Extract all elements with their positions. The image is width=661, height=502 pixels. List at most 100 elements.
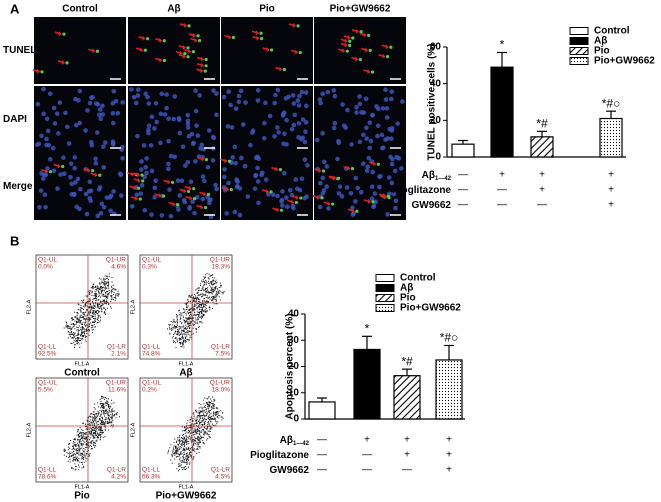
nucleus (214, 186, 219, 192)
event (78, 318, 80, 320)
event (74, 336, 76, 338)
treatment-sign: — (362, 450, 372, 461)
event (196, 298, 198, 300)
event (175, 446, 177, 448)
nucleus (355, 185, 361, 191)
event (90, 427, 92, 429)
event (182, 458, 184, 460)
event (186, 304, 188, 306)
event (76, 452, 78, 454)
nucleus (87, 179, 93, 185)
event (84, 337, 86, 339)
event (69, 451, 71, 453)
event (105, 297, 107, 299)
event (188, 438, 190, 440)
event (178, 466, 180, 468)
event (189, 448, 191, 450)
nucleus (280, 189, 285, 194)
event (81, 456, 83, 458)
event (185, 327, 187, 329)
event (205, 408, 207, 410)
event (95, 301, 97, 303)
event (102, 423, 104, 425)
nucleus (101, 204, 107, 210)
event (108, 414, 110, 416)
event (188, 443, 190, 445)
event (187, 323, 189, 325)
event (89, 453, 91, 455)
event (185, 468, 187, 470)
event (82, 445, 84, 447)
nucleus (74, 122, 79, 128)
nucleus (166, 116, 171, 122)
event (99, 287, 101, 289)
event (218, 286, 220, 288)
nucleus (135, 93, 141, 98)
event (189, 320, 191, 322)
event (212, 277, 214, 279)
event (186, 333, 188, 335)
event (97, 311, 99, 313)
tunel-cell (204, 158, 209, 162)
event (218, 296, 220, 298)
event (186, 317, 188, 319)
nucleus (118, 172, 124, 178)
event (104, 406, 106, 408)
event (186, 308, 188, 310)
event (106, 277, 108, 279)
event (192, 308, 194, 310)
event (194, 436, 196, 438)
event (86, 450, 88, 452)
event (76, 342, 78, 344)
tunel-cell (141, 179, 145, 183)
event (86, 441, 88, 443)
event (110, 285, 112, 287)
event (83, 313, 85, 315)
event (68, 328, 70, 330)
event (98, 296, 100, 298)
event (73, 341, 75, 343)
event (193, 416, 195, 418)
event (80, 317, 82, 319)
event (104, 309, 106, 311)
event (100, 289, 102, 291)
event (189, 453, 191, 455)
event (193, 324, 195, 326)
event (206, 427, 208, 429)
event (178, 328, 180, 330)
event (102, 396, 104, 398)
nucleus (95, 213, 101, 219)
nucleus (61, 155, 66, 161)
event (96, 288, 98, 290)
event (214, 289, 216, 291)
event (95, 434, 97, 436)
event (174, 322, 176, 324)
event (75, 449, 77, 451)
nucleus (370, 169, 376, 175)
event (176, 326, 178, 328)
event (192, 440, 194, 442)
event (80, 342, 82, 344)
event (177, 440, 179, 442)
nucleus (110, 110, 116, 116)
event (92, 321, 94, 323)
event (191, 428, 193, 430)
nucleus (193, 159, 198, 164)
event (181, 460, 183, 462)
event (72, 455, 74, 457)
event (210, 412, 212, 414)
event (188, 296, 190, 298)
event (204, 397, 206, 399)
event (115, 293, 117, 295)
event (81, 339, 83, 341)
event (186, 319, 188, 321)
event (99, 315, 101, 317)
event (193, 308, 195, 310)
treatment-sign: + (446, 450, 452, 461)
event (73, 325, 75, 327)
event (103, 403, 105, 405)
event (199, 301, 201, 303)
event (200, 305, 202, 307)
event (89, 420, 91, 422)
nucleus (343, 125, 348, 130)
